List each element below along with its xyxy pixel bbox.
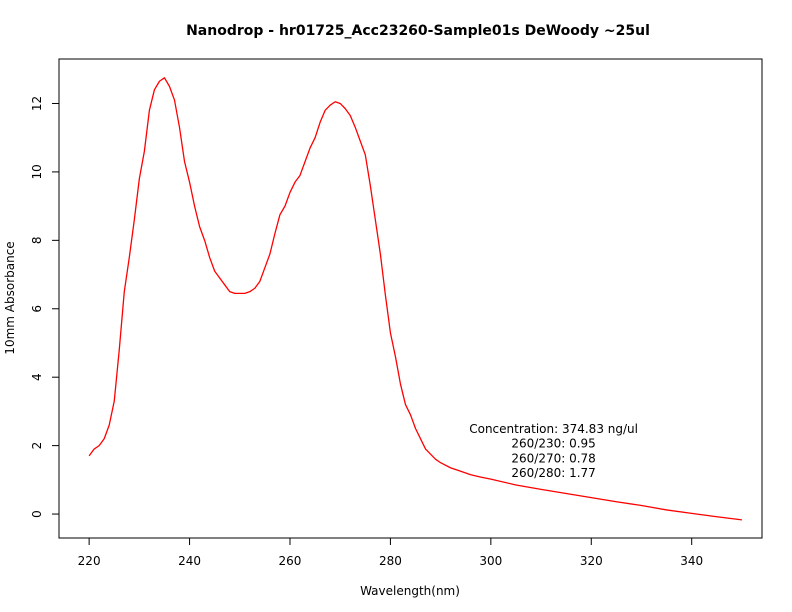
concentration-annotation: Concentration: 374.83 ng/ul [469, 422, 638, 436]
y-tick-label: 6 [30, 305, 44, 313]
ratio-annotation: 260/280: 1.77 [511, 466, 595, 480]
x-tick-label: 220 [78, 554, 101, 568]
x-tick-label: 320 [580, 554, 603, 568]
y-tick-label: 12 [30, 96, 44, 111]
x-axis: 220 240 260 280 300 320 340 [78, 537, 703, 568]
y-tick-label: 2 [30, 442, 44, 450]
y-axis: 0 2 4 6 8 10 12 [30, 96, 60, 518]
y-tick-label: 10 [30, 164, 44, 179]
y-tick-label: 0 [30, 510, 44, 518]
x-tick-label: 340 [680, 554, 703, 568]
chart-title: Nanodrop - hr01725_Acc23260-Sample01s De… [186, 23, 650, 39]
x-axis-label: Wavelength(nm) [360, 584, 460, 598]
ratio-annotation: 260/230: 0.95 [511, 437, 595, 451]
series-layer [88, 77, 742, 521]
y-tick-label: 4 [30, 373, 44, 381]
ratio-annotation: 260/270: 0.78 [511, 451, 595, 465]
y-tick-label: 8 [30, 237, 44, 245]
x-tick-label: 300 [479, 554, 502, 568]
x-tick-label: 240 [178, 554, 201, 568]
x-tick-label: 260 [279, 554, 302, 568]
absorbance-series-line [88, 77, 742, 521]
x-tick-label: 280 [379, 554, 402, 568]
y-axis-label: 10mm Absorbance [3, 241, 17, 354]
